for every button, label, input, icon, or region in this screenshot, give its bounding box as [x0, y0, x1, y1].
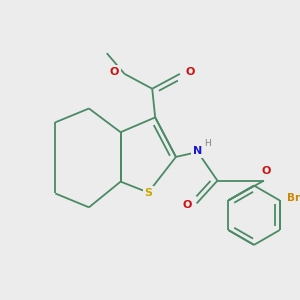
Text: S: S: [144, 188, 152, 197]
Text: H: H: [204, 139, 211, 148]
Text: N: N: [193, 146, 202, 156]
Text: O: O: [182, 200, 191, 210]
Text: O: O: [110, 67, 119, 77]
Text: O: O: [261, 166, 271, 176]
Text: O: O: [185, 67, 194, 77]
Text: Br: Br: [287, 194, 300, 203]
